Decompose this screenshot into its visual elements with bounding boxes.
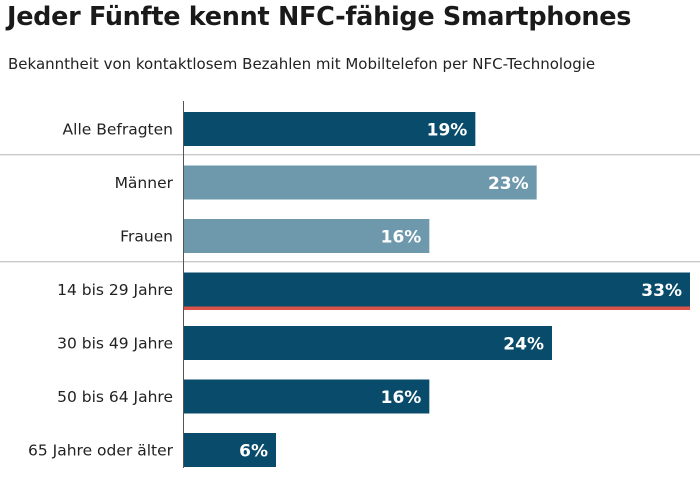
- chart-title: Jeder Fünfte kennt NFC-fähige Smartphone…: [7, 2, 632, 32]
- value-label-30-bis-49-jahre: 24%: [503, 335, 544, 355]
- value-label-65-jahre-oder-aelter: 6%: [239, 442, 268, 462]
- bar-maenner: [184, 165, 537, 200]
- bar-frauen: [184, 219, 430, 253]
- value-label-frauen: 16%: [381, 228, 422, 248]
- category-label-30-bis-49-jahre: 30 bis 49 Jahre: [57, 335, 173, 353]
- value-label-alle-befragten: 19%: [427, 121, 468, 141]
- value-label-50-bis-64-jahre: 16%: [381, 388, 422, 408]
- bar-50-bis-64-jahre: [184, 379, 430, 414]
- category-label-14-bis-29-jahre: 14 bis 29 Jahre: [57, 281, 173, 299]
- highlight-underline: [184, 306, 690, 310]
- bar-65-jahre-oder-aelter: [184, 433, 276, 467]
- category-label-50-bis-64-jahre: 50 bis 64 Jahre: [57, 388, 173, 406]
- category-label-maenner: Männer: [115, 174, 174, 192]
- bar-alle-befragten: [184, 112, 476, 146]
- bar-30-bis-49-jahre: [184, 326, 552, 360]
- value-label-maenner: 23%: [488, 174, 529, 194]
- bar-14-bis-29-jahre: [184, 272, 690, 307]
- category-label-frauen: Frauen: [120, 228, 173, 246]
- chart-subtitle: Bekanntheit von kontaktlosem Bezahlen mi…: [8, 55, 596, 73]
- category-label-alle-befragten: Alle Befragten: [63, 121, 173, 139]
- value-label-14-bis-29-jahre: 33%: [641, 281, 682, 301]
- category-label-65-jahre-oder-aelter: 65 Jahre oder älter: [28, 442, 174, 460]
